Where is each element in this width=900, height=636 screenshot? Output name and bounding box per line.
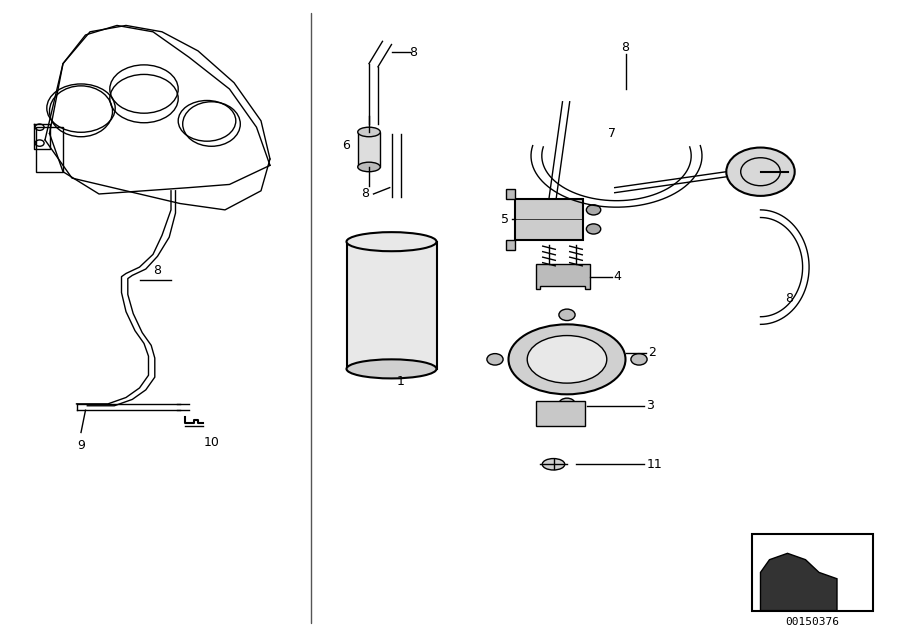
Circle shape xyxy=(726,148,795,196)
Text: 8: 8 xyxy=(622,41,629,54)
Text: 8: 8 xyxy=(785,293,793,305)
Bar xyxy=(357,132,380,167)
Ellipse shape xyxy=(559,309,575,321)
Circle shape xyxy=(586,224,601,234)
Bar xyxy=(506,189,515,199)
Text: 6: 6 xyxy=(343,139,350,151)
Ellipse shape xyxy=(346,232,436,251)
Text: 7: 7 xyxy=(608,127,616,140)
Circle shape xyxy=(586,205,601,215)
Text: 11: 11 xyxy=(646,458,662,471)
Text: 9: 9 xyxy=(77,439,85,452)
Ellipse shape xyxy=(346,359,436,378)
Ellipse shape xyxy=(559,398,575,410)
Text: 5: 5 xyxy=(501,213,509,226)
Ellipse shape xyxy=(358,127,380,137)
Ellipse shape xyxy=(527,336,607,383)
Bar xyxy=(536,401,585,426)
Text: 00150376: 00150376 xyxy=(785,617,839,627)
Text: 8: 8 xyxy=(361,188,369,200)
Text: 4: 4 xyxy=(614,270,622,283)
Text: 2: 2 xyxy=(648,347,656,359)
Bar xyxy=(346,242,436,369)
Bar xyxy=(752,534,873,611)
Text: 10: 10 xyxy=(203,436,220,448)
Polygon shape xyxy=(536,264,590,289)
Ellipse shape xyxy=(631,354,647,365)
Ellipse shape xyxy=(542,459,565,470)
Bar xyxy=(506,240,515,250)
Ellipse shape xyxy=(508,324,626,394)
Text: 3: 3 xyxy=(646,399,654,412)
Ellipse shape xyxy=(358,162,380,172)
Text: 8: 8 xyxy=(410,46,418,59)
Text: 1: 1 xyxy=(397,375,404,388)
Polygon shape xyxy=(760,553,837,611)
Text: 8: 8 xyxy=(154,264,161,277)
FancyBboxPatch shape xyxy=(515,198,583,240)
Ellipse shape xyxy=(487,354,503,365)
